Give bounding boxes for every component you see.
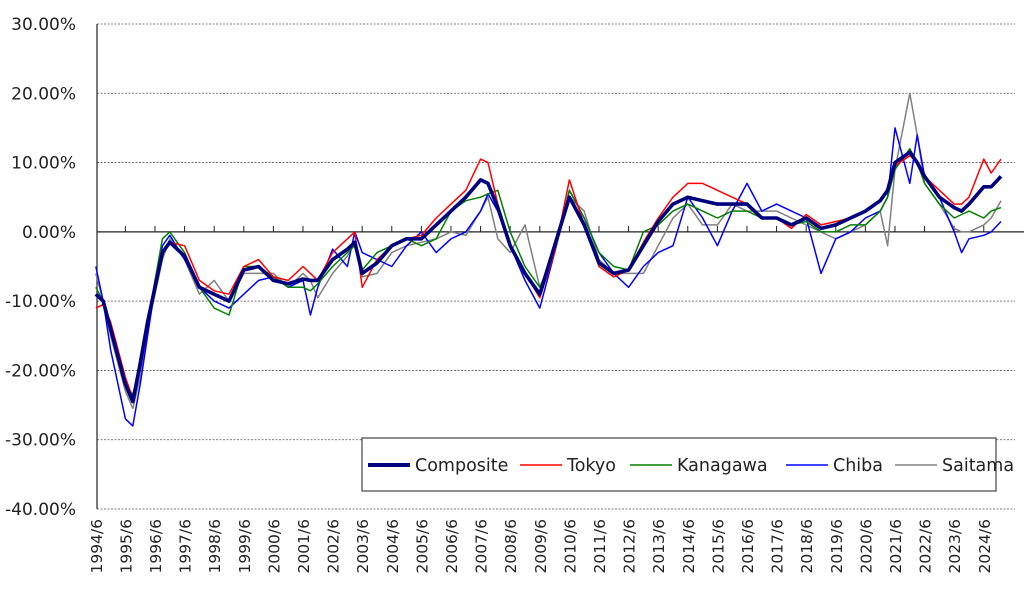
series-line-chiba — [95, 127, 1002, 427]
x-tick-label: 2014/6 — [680, 519, 698, 574]
x-tick-label: 2022/6 — [917, 519, 935, 574]
x-tick-label: 2021/6 — [887, 519, 905, 574]
x-tick-label: 2011/6 — [591, 519, 609, 574]
x-tick-label: 2013/6 — [650, 519, 668, 574]
x-tick-label: 2019/6 — [828, 519, 846, 574]
x-tick-label: 2002/6 — [325, 519, 343, 574]
x-tick-label: 2010/6 — [561, 519, 579, 574]
legend: Composite Tokyo Kanagawa Chiba Saitama — [361, 437, 1014, 492]
x-tick-label: 2003/6 — [354, 519, 372, 574]
x-tick-label: 2009/6 — [532, 519, 550, 574]
legend-box — [361, 437, 997, 492]
x-tick-label: 2006/6 — [443, 519, 461, 574]
y-tick-label: 20.00% — [11, 84, 76, 104]
x-tick-label: 1994/6 — [88, 519, 106, 574]
x-tick-label: 2020/6 — [857, 519, 875, 574]
x-tick-label: 1998/6 — [206, 519, 224, 574]
y-tick-label: 10.00% — [11, 154, 76, 174]
series-line-kanagawa — [95, 147, 1002, 396]
x-tick-label: 1996/6 — [147, 519, 165, 574]
x-tick-label: 2017/6 — [769, 519, 787, 574]
x-axis-ticks: 1994/6 1995/6 1996/6 1997/6 1998/6 1999/6 2000… — [88, 225, 994, 574]
y-tick-label: -20.00% — [5, 361, 76, 381]
y-axis-ticks: 30.00% 20.00% 10.00% 0.00% -10.00% -20.00% -30… — [5, 15, 76, 520]
x-tick-label: 1995/6 — [117, 519, 135, 574]
x-tick-label: 2018/6 — [798, 519, 816, 574]
legend-label: Kanagawa — [677, 456, 768, 476]
y-tick-label: -10.00% — [5, 292, 76, 312]
legend-label: Tokyo — [566, 456, 616, 476]
x-tick-label: 2001/6 — [295, 519, 313, 574]
x-tick-label: 2008/6 — [502, 519, 520, 574]
legend-label: Chiba — [833, 456, 883, 476]
gridlines — [96, 23, 1024, 510]
y-tick-label: 30.00% — [11, 15, 76, 35]
legend-label: Composite — [415, 456, 508, 476]
x-tick-label: 2005/6 — [413, 519, 431, 574]
x-tick-label: 2007/6 — [473, 519, 491, 574]
x-tick-label: 2016/6 — [739, 519, 757, 574]
x-tick-label: 2024/6 — [976, 519, 994, 574]
x-tick-label: 2023/6 — [946, 519, 964, 574]
x-tick-label: 2015/6 — [709, 519, 727, 574]
x-tick-label: 2004/6 — [384, 519, 402, 574]
legend-label: Saitama — [942, 456, 1014, 476]
series-line-saitama — [95, 92, 1002, 410]
series-line-composite — [94, 150, 1003, 404]
x-tick-label: 2000/6 — [265, 519, 283, 574]
x-tick-label: 1997/6 — [177, 519, 195, 574]
y-tick-label: -40.00% — [5, 500, 76, 520]
x-tick-label: 1999/6 — [236, 519, 254, 574]
y-tick-label: -30.00% — [5, 431, 76, 451]
y-tick-label: 0.00% — [22, 223, 76, 243]
series-lines — [94, 92, 1003, 427]
x-tick-label: 2012/6 — [621, 519, 639, 574]
